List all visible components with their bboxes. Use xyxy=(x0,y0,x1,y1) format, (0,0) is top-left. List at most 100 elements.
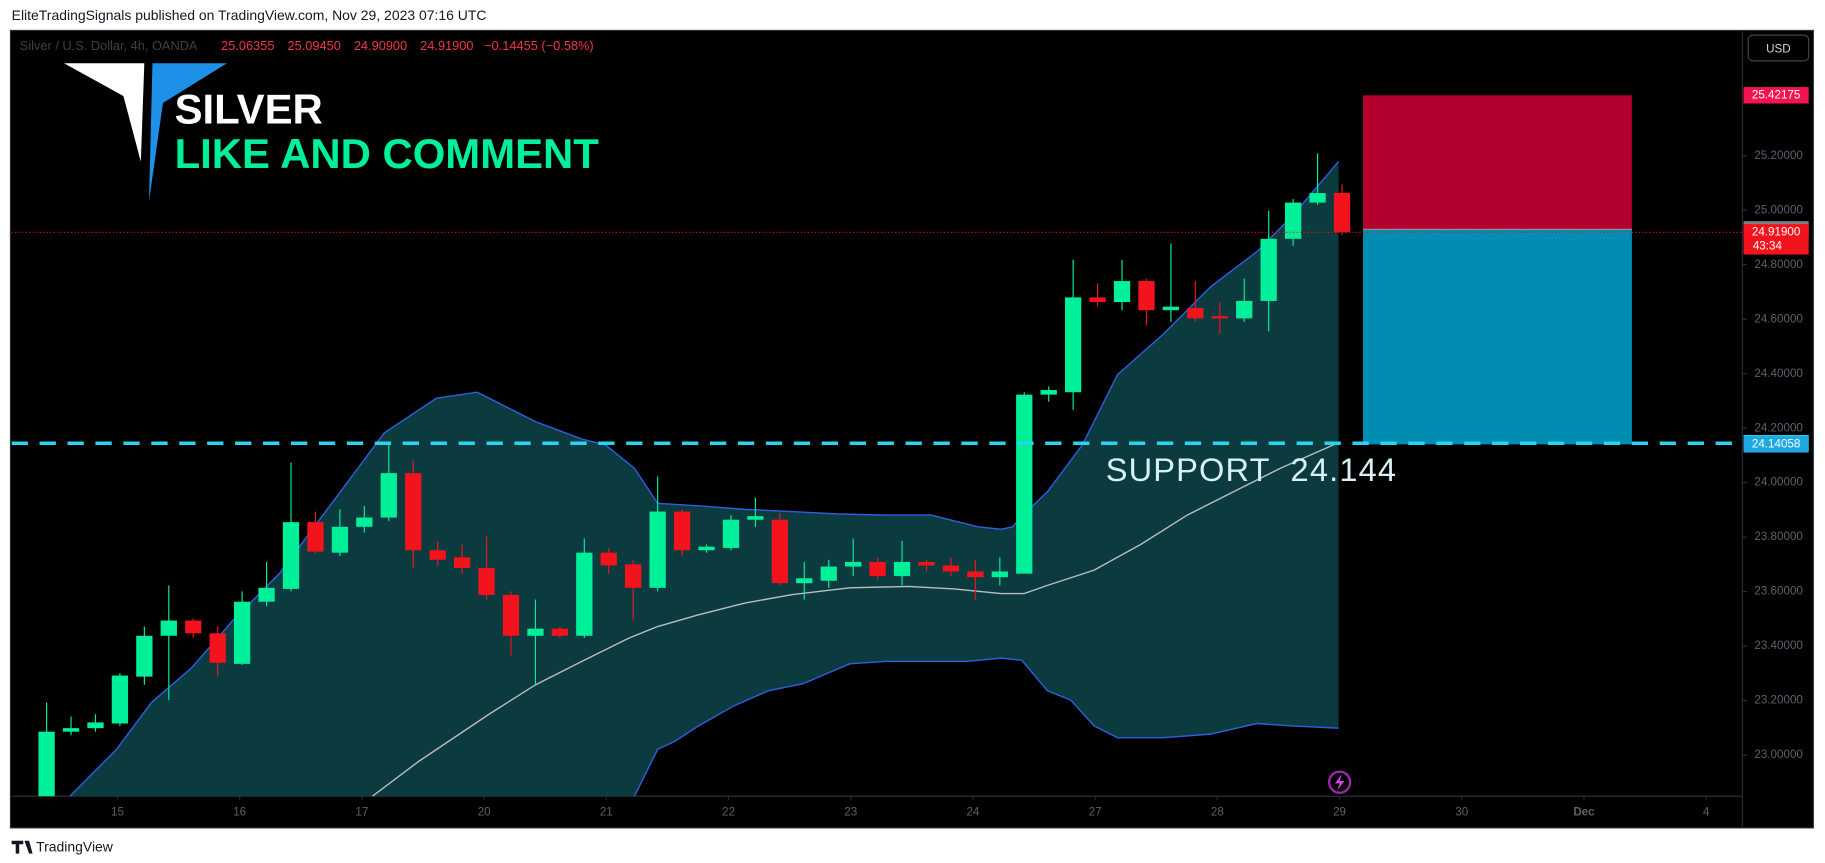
candle-body xyxy=(1162,306,1180,311)
candle-body xyxy=(282,522,300,589)
y-tick-label: 23.60000 xyxy=(1754,585,1803,598)
x-tick-label: 21 xyxy=(600,806,613,819)
candle-body xyxy=(820,566,837,581)
x-tick-label: Dec xyxy=(1573,806,1595,819)
band-fill xyxy=(69,161,1339,797)
candle-body xyxy=(258,587,275,602)
candle-body xyxy=(453,557,471,568)
candle-body xyxy=(1211,316,1228,319)
candle-body xyxy=(991,571,1008,578)
band-middle xyxy=(371,441,1339,797)
candle-body xyxy=(1064,297,1082,393)
candle-body xyxy=(331,526,349,553)
target-zone xyxy=(1363,229,1632,445)
candle-body xyxy=(576,552,593,636)
header: EliteTradingSignals published on Trading… xyxy=(12,7,487,23)
candle-body xyxy=(747,516,764,520)
candle-body xyxy=(233,601,251,664)
stop-tag xyxy=(1743,87,1809,104)
legend-close: 24.91900 xyxy=(420,38,473,53)
plot xyxy=(11,95,1743,797)
y-tick-label: 23.00000 xyxy=(1754,748,1803,761)
candle-body xyxy=(136,635,153,677)
x-tick-label: 30 xyxy=(1455,806,1468,819)
candle-body xyxy=(1040,390,1057,395)
legend-high: 25.09450 xyxy=(287,38,340,53)
last-price-tag-label: 24.91900 xyxy=(1752,225,1801,238)
candle-body xyxy=(722,519,740,549)
candle-body xyxy=(1260,238,1277,301)
candle-body xyxy=(845,561,862,567)
x-tick-label: 29 xyxy=(1333,806,1346,819)
target-tag-label: 24.14058 xyxy=(1752,437,1800,450)
y-tick-label: 23.40000 xyxy=(1754,639,1803,652)
flash-bolt xyxy=(1334,774,1345,791)
candle-body xyxy=(893,561,911,577)
candle-body xyxy=(869,561,886,577)
candle-body xyxy=(87,722,104,729)
candle-body xyxy=(600,552,617,566)
candle-body xyxy=(502,594,520,636)
footer: TradingView xyxy=(36,838,114,854)
x-tick-label: 28 xyxy=(1211,806,1224,819)
last-price-tag xyxy=(1743,224,1809,255)
candle-body xyxy=(625,564,642,588)
candle-body xyxy=(796,578,813,584)
candle-body xyxy=(967,571,984,578)
candle-body xyxy=(649,511,666,588)
legend-low: 24.90900 xyxy=(354,38,407,53)
x-tick-label: 4 xyxy=(1703,806,1710,819)
last-price-tag-countdown: 43:34 xyxy=(1753,239,1783,252)
stop-zone xyxy=(1363,95,1632,230)
y-tick-label: 25.00000 xyxy=(1754,203,1803,216)
y-tick-label: 24.40000 xyxy=(1754,367,1803,380)
x-tick-label: 20 xyxy=(478,806,491,819)
candle-body xyxy=(1113,281,1131,303)
logo-white xyxy=(64,63,145,162)
band-upper xyxy=(69,160,1340,797)
candle-body xyxy=(1187,308,1204,319)
legend-change: −0.14455 (−0.58%) xyxy=(484,38,594,53)
tv-logo xyxy=(11,840,33,854)
chart-subtitle: LIKE AND COMMENT xyxy=(175,130,600,177)
candle-body xyxy=(356,517,373,527)
candle-body xyxy=(942,565,960,572)
candle-body xyxy=(1236,300,1253,319)
y-tick-label: 23.20000 xyxy=(1754,694,1803,707)
x-tick-label: 22 xyxy=(722,806,735,819)
overlay: SILVER LIKE AND COMMENT Silver / U.S. Do… xyxy=(11,34,1810,855)
y-tick-label: 25.20000 xyxy=(1754,149,1803,162)
legend-name: Silver / U.S. Dollar, 4h, OANDA xyxy=(20,38,198,53)
logo-blue xyxy=(148,63,227,202)
chart-title: SILVER xyxy=(175,85,323,132)
candle-body xyxy=(185,620,202,634)
y-tick-label: 24.00000 xyxy=(1754,476,1803,489)
target-tag xyxy=(1743,436,1809,453)
candle-body xyxy=(1284,202,1302,239)
x-tick-label: 24 xyxy=(966,806,979,819)
x-tick-label: 15 xyxy=(111,806,124,819)
candle-body xyxy=(673,511,691,551)
candle-body xyxy=(429,550,446,560)
flash-icon[interactable] xyxy=(1328,770,1352,794)
candle-body xyxy=(698,546,715,551)
candle-body xyxy=(1309,193,1326,203)
x-tick-label: 16 xyxy=(233,806,246,819)
candle-body xyxy=(38,731,55,797)
candle-body xyxy=(62,728,80,732)
candle-body xyxy=(551,628,569,636)
candle-body xyxy=(160,620,177,636)
candle-body xyxy=(380,473,397,518)
currency-button[interactable] xyxy=(1747,34,1810,62)
x-tick-label: 23 xyxy=(844,806,857,819)
candle-body xyxy=(111,675,129,724)
candle-body xyxy=(918,561,935,566)
stop-tag-label: 25.42175 xyxy=(1752,88,1800,101)
currency-label: USD xyxy=(1766,42,1791,55)
candle-body xyxy=(478,567,495,595)
y-tick-label: 23.80000 xyxy=(1754,530,1803,543)
candle-body xyxy=(1333,192,1351,233)
y-tick-label: 24.80000 xyxy=(1754,258,1803,271)
